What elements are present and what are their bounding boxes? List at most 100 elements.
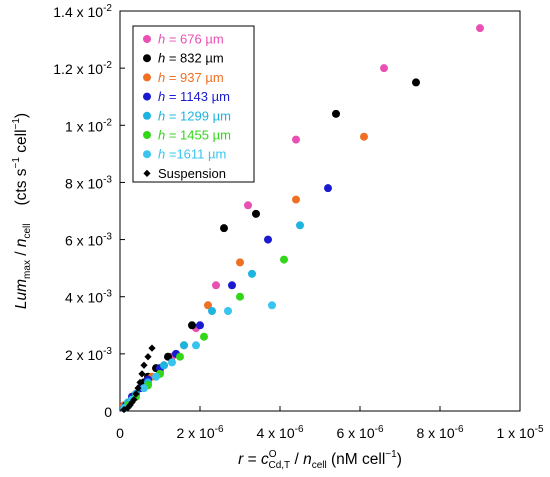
- data-point-series-6: [176, 352, 184, 361]
- y-axis-label: Lummax / ncell(cts s−1 cell−1): [11, 113, 33, 309]
- data-point-series-5: [296, 221, 304, 230]
- legend-label-h: h: [158, 32, 165, 47]
- data-point-series-2: [252, 209, 260, 218]
- y-axis-ticks: 02 x 10-34 x 10-36 x 10-38 x 10-31 x 10-…: [53, 3, 125, 420]
- x-tick-label-exponent: -6: [455, 424, 464, 435]
- data-point-series-5: [180, 341, 188, 350]
- y-label-unit-exp1: −1: [11, 157, 22, 169]
- x-label-unit-close: ): [397, 451, 402, 468]
- data-point-series-6: [200, 332, 208, 341]
- x-tick-label: 6 x 10-6: [336, 424, 383, 441]
- y-tick-label: 4 x 10-3: [65, 289, 112, 306]
- x-label-eq: =: [243, 451, 261, 468]
- x-tick-label: 0: [116, 425, 124, 441]
- legend-marker: [143, 35, 151, 43]
- x-tick-label-base: 1 x 10: [496, 425, 534, 441]
- legend-marker: [143, 54, 151, 63]
- legend-label-value: = 676 µm: [165, 32, 223, 47]
- y-tick-label: 1.4 x 10-2: [53, 3, 112, 20]
- x-tick-label-base: 4 x 10: [256, 425, 294, 441]
- legend-box: [132, 25, 255, 183]
- legend: h = 676 µmh = 832 µmh = 937 µmh = 1143 µ…: [132, 25, 255, 183]
- legend-marker: [143, 150, 151, 159]
- data-point-series-7: [192, 341, 200, 350]
- legend-label: Suspension: [158, 166, 226, 181]
- legend-label-value: = 832 µm: [165, 51, 223, 66]
- legend-marker: [143, 111, 151, 120]
- data-point-suspension: [144, 353, 152, 361]
- y-tick-label: 0: [104, 404, 112, 420]
- x-tick-label: 4 x 10-6: [256, 424, 303, 441]
- legend-label-h: h: [158, 108, 165, 123]
- y-label-unit-exp2: −1: [11, 118, 22, 130]
- legend-label-h: h: [158, 128, 165, 143]
- data-point-suspension: [132, 390, 140, 398]
- data-point-suspension: [140, 361, 148, 369]
- data-point-series-5: [160, 361, 168, 370]
- y-tick-label-exponent: -3: [103, 289, 112, 300]
- data-point-suspension: [148, 344, 156, 352]
- data-points: [120, 24, 484, 414]
- y-tick-label-exponent: -2: [103, 60, 112, 71]
- data-point-series-3: [360, 132, 368, 141]
- data-point-series-1: [380, 64, 388, 73]
- legend-label-value: = 1143 µm: [165, 89, 230, 104]
- x-tick-label-base: 6 x 10: [336, 425, 374, 441]
- data-point-series-6: [280, 255, 288, 264]
- legend-marker: [143, 73, 151, 82]
- y-tick-label-base: 1 x 10: [65, 118, 103, 134]
- data-point-series-4: [324, 184, 332, 193]
- data-point-series-1: [244, 201, 252, 210]
- x-label-unit: (nM cell: [327, 451, 386, 468]
- y-tick-label-base: 1.2 x 10: [53, 61, 103, 77]
- legend-label: h =1611 µm: [158, 147, 226, 162]
- legend-label-value: Suspension: [158, 166, 226, 181]
- data-point-series-1: [476, 24, 484, 33]
- legend-label-h: h: [158, 70, 165, 85]
- y-tick-label-exponent: -2: [103, 3, 112, 14]
- data-point-series-1: [292, 135, 300, 144]
- data-point-series-1: [212, 281, 220, 290]
- data-point-series-2: [412, 78, 420, 87]
- data-point-series-7: [268, 301, 276, 310]
- data-point-suspension: [128, 398, 136, 407]
- data-point-series-2: [220, 224, 228, 233]
- legend-label-h: h: [158, 147, 165, 162]
- y-label-unit: (cts s: [13, 168, 30, 205]
- legend-marker-suspension: [143, 169, 151, 177]
- y-tick-label-base: 2 x 10: [65, 347, 103, 363]
- y-tick-label-exponent: -2: [103, 117, 112, 128]
- legend-label: h = 937 µm: [158, 70, 224, 85]
- y-label-unit-close: ): [13, 113, 30, 118]
- legend-label-value: = 1455 µm: [165, 128, 231, 143]
- y-label-unit-mid: cell: [13, 129, 30, 157]
- data-point-series-6: [236, 292, 244, 301]
- y-label-n-sub: cell: [22, 223, 33, 238]
- data-point-series-2: [332, 109, 340, 118]
- y-tick-label-base: 4 x 10: [65, 290, 103, 306]
- y-tick-label: 8 x 10-3: [65, 174, 112, 191]
- data-point-series-7: [168, 358, 176, 367]
- x-label-var: r: [238, 451, 244, 468]
- data-point-series-3: [236, 258, 244, 267]
- legend-label-h: h: [158, 89, 165, 104]
- x-label-n-sub: cell: [312, 460, 327, 471]
- x-label-div: /: [290, 451, 303, 468]
- data-point-series-7: [140, 384, 148, 393]
- x-tick-label-exponent: -5: [535, 424, 544, 435]
- y-tick-label-exponent: -3: [103, 232, 112, 243]
- data-point-suspension: [136, 378, 144, 387]
- legend-label: h = 832 µm: [158, 51, 224, 66]
- y-label-lum: Lum: [13, 279, 30, 309]
- y-label-div: /: [13, 247, 30, 260]
- legend-marker: [143, 131, 151, 139]
- data-point-series-3: [204, 301, 212, 310]
- legend-marker: [143, 92, 151, 101]
- x-label-c-sup: O: [269, 449, 277, 460]
- legend-label: h = 1455 µm: [158, 128, 231, 143]
- y-tick-label: 1.2 x 10-2: [53, 60, 112, 77]
- y-tick-label: 1 x 10-2: [65, 117, 112, 134]
- x-tick-label-base: 2 x 10: [176, 425, 214, 441]
- x-tick-label-exponent: -6: [375, 424, 384, 435]
